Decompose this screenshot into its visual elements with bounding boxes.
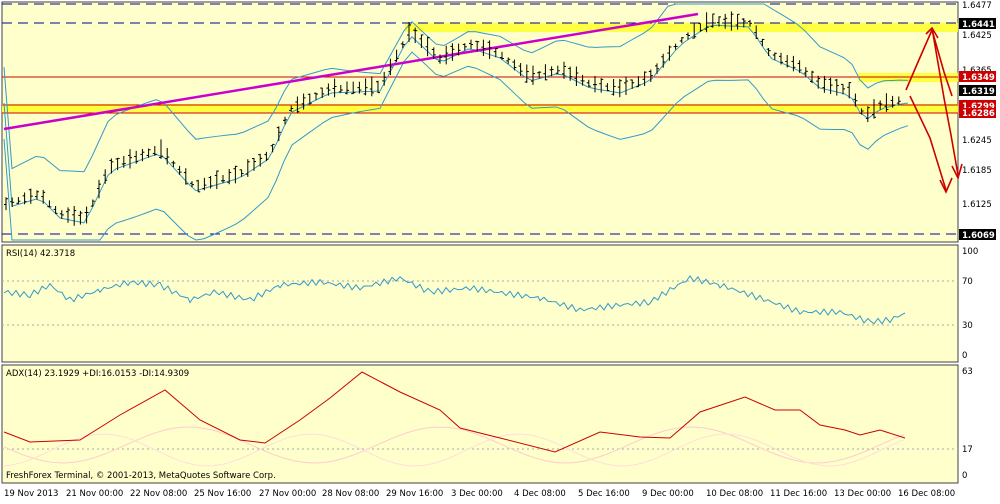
rsi-scale-tick: 100 bbox=[962, 247, 978, 257]
rsi-scale: 100 70 30 0 bbox=[962, 247, 978, 361]
bollinger-lower bbox=[3, 51, 909, 241]
rsi-panel-bg[interactable] bbox=[1, 244, 959, 363]
magenta-trendline[interactable] bbox=[3, 12, 699, 131]
terminal-watermark: FreshForex Terminal, © 2001-2013, MetaQu… bbox=[6, 471, 276, 481]
level-badge-1-6069: 1.6069 bbox=[962, 231, 995, 241]
level-badge-1-6441: 1.6441 bbox=[962, 20, 995, 30]
price-scale-tick: 1.6425 bbox=[962, 31, 992, 41]
time-tick: 29 Nov 16:00 bbox=[386, 489, 443, 499]
time-tick: 10 Dec 08:00 bbox=[706, 489, 763, 499]
level-badge-1-6349: 1.6349 bbox=[962, 73, 995, 83]
main-panel-bg[interactable] bbox=[1, 1, 959, 243]
rsi-scale-tick: 0 bbox=[962, 351, 967, 361]
level-badge-bg bbox=[959, 108, 996, 118]
support-zone bbox=[2, 104, 958, 113]
level-badge-bg bbox=[959, 229, 996, 240]
level-badge-1-6319: 1.6319 bbox=[962, 87, 995, 97]
adx-scale: 63 17 0 bbox=[962, 367, 973, 481]
time-tick: 27 Nov 00:00 bbox=[259, 489, 316, 499]
level-badge-bg bbox=[959, 85, 996, 96]
price-level-badges: 1.6441 1.6349 1.6319 1.6299 1.6286 1.606… bbox=[959, 18, 996, 241]
adx-label: ADX(14) 23.1929 +DI:16.0153 -DI:14.9309 bbox=[6, 369, 189, 379]
price-scale-tick: 1.6185 bbox=[962, 166, 992, 176]
time-tick: 13 Dec 00:00 bbox=[834, 489, 891, 499]
forecast-arrows bbox=[905, 26, 963, 194]
adx-panel-bg[interactable] bbox=[1, 364, 959, 484]
adx-scale-tick: 0 bbox=[962, 471, 967, 481]
bollinger-upper bbox=[3, 3, 909, 173]
level-badge-1-6299: 1.6299 bbox=[962, 102, 995, 112]
rsi-line bbox=[3, 274, 906, 325]
time-tick: 9 Dec 00:00 bbox=[642, 489, 694, 499]
time-tick: 11 Dec 16:00 bbox=[770, 489, 827, 499]
level-badge-bg bbox=[959, 71, 996, 82]
time-tick: 22 Nov 08:00 bbox=[130, 489, 187, 499]
rsi-scale-tick: 30 bbox=[962, 321, 973, 331]
price-scale-tick: 1.6245 bbox=[962, 136, 992, 146]
time-tick: 16 Dec 08:00 bbox=[898, 489, 955, 499]
time-axis: 19 Nov 2013 21 Nov 00:00 22 Nov 08:00 25… bbox=[4, 489, 955, 499]
di-plus-line bbox=[3, 426, 905, 464]
resistance-zone bbox=[405, 23, 958, 32]
time-tick: 19 Nov 2013 bbox=[4, 489, 58, 499]
di-minus-line bbox=[3, 433, 905, 467]
price-scale-tick: 1.6125 bbox=[962, 200, 992, 210]
rsi-scale-tick: 70 bbox=[962, 277, 973, 287]
price-bars bbox=[4, 11, 901, 226]
time-tick: 28 Nov 08:00 bbox=[322, 489, 379, 499]
rsi-label: RSI(14) 42.3718 bbox=[6, 249, 75, 259]
level-badge-bg bbox=[959, 18, 996, 29]
time-tick: 21 Nov 00:00 bbox=[66, 489, 123, 499]
time-tick: 5 Dec 16:00 bbox=[578, 489, 630, 499]
time-tick: 3 Dec 00:00 bbox=[451, 489, 503, 499]
adx-line bbox=[3, 371, 906, 453]
adx-scale-tick: 63 bbox=[962, 367, 973, 377]
price-scale-tick: 1.6477 bbox=[962, 1, 992, 11]
time-tick: 25 Nov 16:00 bbox=[194, 489, 251, 499]
level-badge-1-6286: 1.6286 bbox=[962, 109, 995, 119]
level-badge-bg bbox=[959, 100, 996, 111]
adx-scale-tick: 17 bbox=[962, 445, 973, 455]
time-tick: 4 Dec 08:00 bbox=[514, 489, 566, 499]
